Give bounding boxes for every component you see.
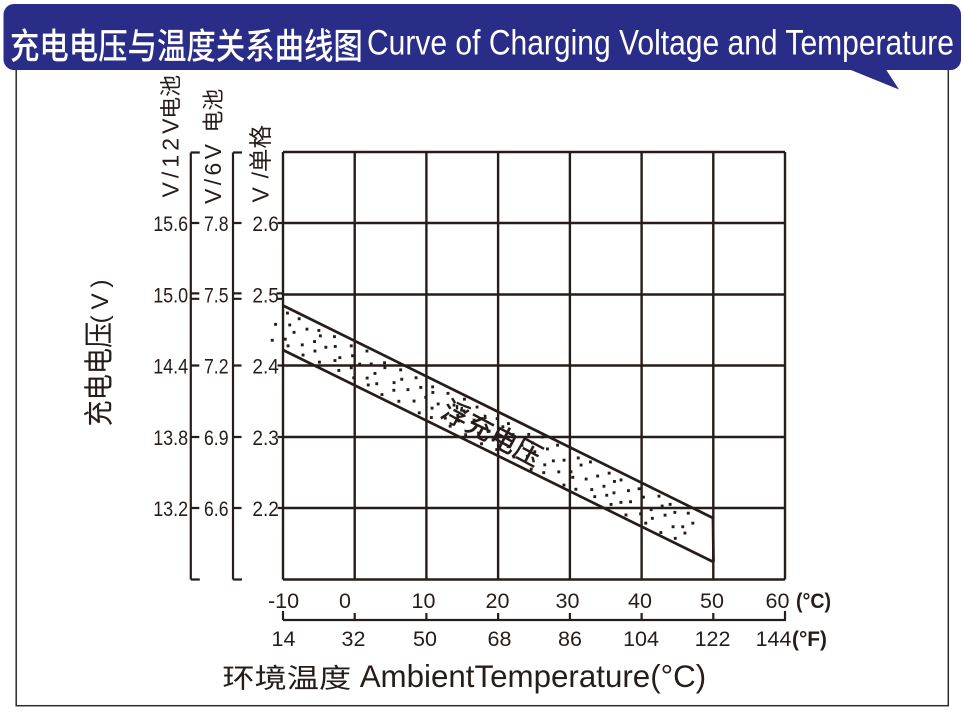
svg-text:0: 0 bbox=[339, 589, 351, 613]
svg-text:(V): (V) bbox=[87, 280, 114, 324]
svg-text:(°F): (°F) bbox=[792, 627, 827, 651]
svg-text:7.2: 7.2 bbox=[204, 354, 229, 378]
svg-text:104: 104 bbox=[623, 627, 659, 651]
svg-text:50: 50 bbox=[700, 589, 724, 613]
svg-text:122: 122 bbox=[695, 627, 731, 651]
svg-text:Curve of Charging Voltage and: Curve of Charging Voltage and Temperatur… bbox=[367, 23, 954, 62]
svg-text:86: 86 bbox=[558, 627, 582, 651]
svg-text:30: 30 bbox=[556, 589, 580, 613]
svg-text:10: 10 bbox=[412, 589, 436, 613]
svg-text:13.2: 13.2 bbox=[153, 497, 188, 521]
svg-text:32: 32 bbox=[342, 627, 366, 651]
svg-text:2.5: 2.5 bbox=[252, 283, 279, 307]
svg-text:13.8: 13.8 bbox=[153, 426, 188, 450]
svg-text:7.8: 7.8 bbox=[204, 212, 229, 236]
svg-text:6.6: 6.6 bbox=[204, 497, 229, 521]
svg-text:6.9: 6.9 bbox=[204, 426, 229, 450]
svg-text:2.4: 2.4 bbox=[252, 354, 279, 378]
svg-text:2.6: 2.6 bbox=[252, 212, 279, 236]
svg-text:68: 68 bbox=[488, 627, 512, 651]
svg-text:V/6V: V/6V bbox=[200, 143, 226, 204]
svg-text:15.0: 15.0 bbox=[153, 283, 188, 307]
svg-text:7.5: 7.5 bbox=[204, 283, 229, 307]
svg-text:2.3: 2.3 bbox=[252, 426, 279, 450]
svg-text:AmbientTemperature(°C): AmbientTemperature(°C) bbox=[360, 659, 706, 694]
svg-text:20: 20 bbox=[486, 589, 510, 613]
svg-text:14: 14 bbox=[272, 627, 296, 651]
svg-text:2.2: 2.2 bbox=[252, 497, 279, 521]
svg-text:V/12V: V/12V bbox=[157, 118, 183, 198]
svg-text:15.6: 15.6 bbox=[153, 212, 188, 236]
svg-text:-10: -10 bbox=[268, 589, 299, 613]
svg-text:144: 144 bbox=[756, 627, 792, 651]
svg-text:60: 60 bbox=[766, 589, 790, 613]
svg-text:14.4: 14.4 bbox=[153, 354, 188, 378]
svg-text:40: 40 bbox=[628, 589, 652, 613]
svg-text:50: 50 bbox=[413, 627, 437, 651]
svg-text:(°C): (°C) bbox=[796, 589, 831, 613]
